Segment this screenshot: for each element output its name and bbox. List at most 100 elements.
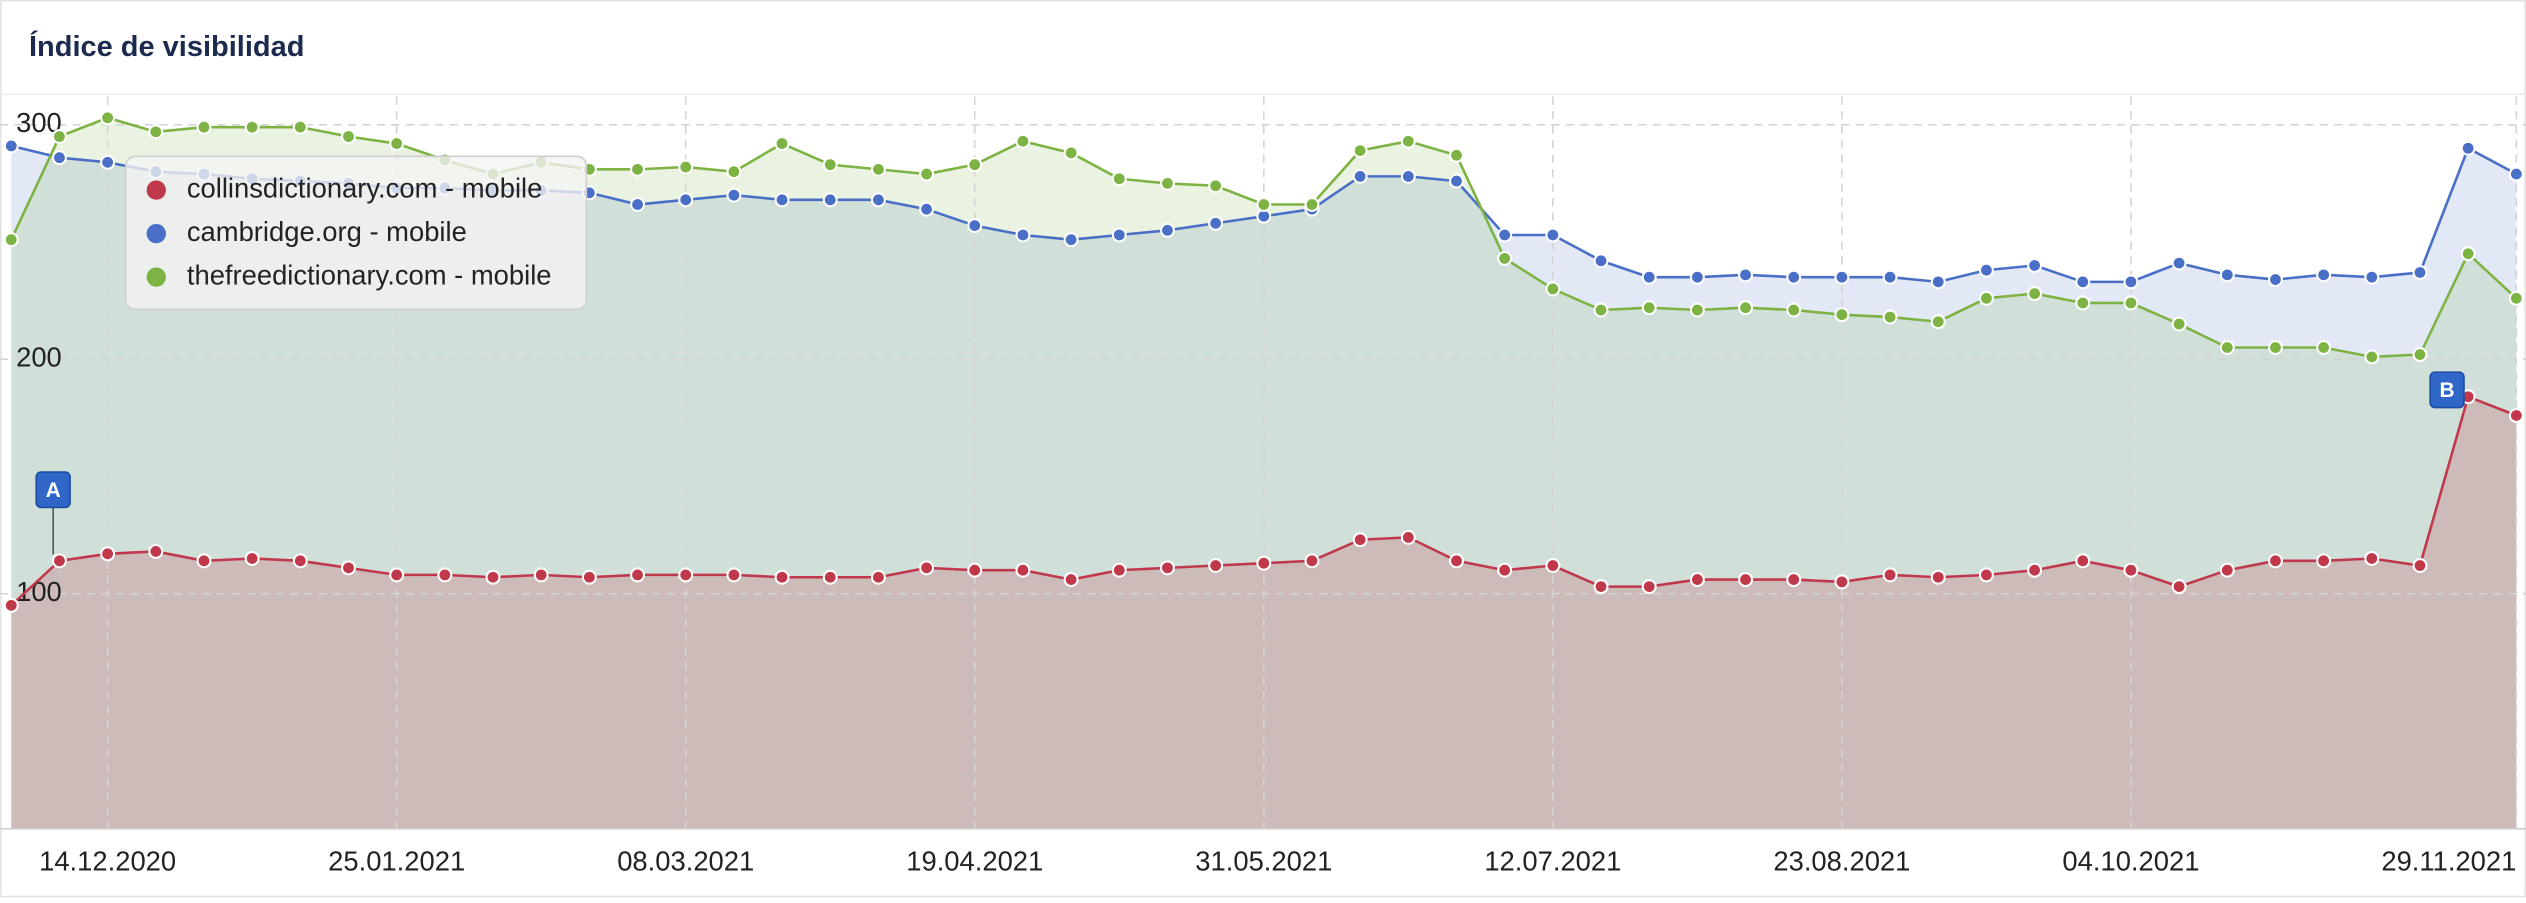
data-point <box>774 569 790 585</box>
data-point <box>967 218 983 234</box>
data-point <box>1786 269 1802 285</box>
data-point <box>1545 558 1561 574</box>
data-point <box>196 119 212 135</box>
data-point <box>1256 555 1272 571</box>
data-point <box>292 119 308 135</box>
data-point <box>2171 316 2187 332</box>
data-point <box>1256 197 1272 213</box>
data-point <box>919 560 935 576</box>
data-point <box>678 567 694 583</box>
data-point <box>2364 349 2380 365</box>
data-point <box>1449 147 1464 163</box>
legend-marker[interactable] <box>146 223 166 244</box>
data-point <box>1159 560 1175 576</box>
data-point <box>1930 274 1946 290</box>
legend-marker[interactable] <box>146 180 166 200</box>
data-point <box>2508 290 2524 306</box>
data-point <box>1304 553 1320 569</box>
data-point <box>2219 267 2235 283</box>
data-point <box>1063 232 1079 248</box>
data-point <box>2460 140 2476 156</box>
data-point <box>1738 572 1754 588</box>
legend-label[interactable]: thefreedictionary.com - mobile <box>187 259 552 290</box>
data-point <box>967 157 983 173</box>
chart-title: Índice de visibilidad <box>29 29 304 63</box>
data-point <box>2412 558 2428 574</box>
data-point <box>1882 269 1898 285</box>
data-point <box>1159 222 1175 238</box>
annotation-label: A <box>46 479 61 502</box>
data-point <box>1352 143 1368 159</box>
data-point <box>870 569 886 585</box>
x-tick-label: 08.03.2021 <box>617 846 754 877</box>
data-point <box>1497 562 1513 578</box>
data-point <box>1641 300 1657 316</box>
legend: collinsdictionary.com - mobile cambridge.… <box>124 155 588 311</box>
x-tick-label: 23.08.2021 <box>1773 846 1910 877</box>
data-point <box>1015 227 1031 243</box>
data-point <box>51 553 67 569</box>
data-point <box>1304 197 1320 213</box>
x-tick-label: 04.10.2021 <box>2062 846 2199 877</box>
data-point <box>2123 274 2139 290</box>
data-point <box>870 192 886 208</box>
data-point <box>2219 340 2235 355</box>
data-point <box>1641 579 1657 595</box>
data-point <box>726 164 742 180</box>
legend-label[interactable]: collinsdictionary.com - mobile <box>187 172 543 203</box>
x-tick-label: 12.07.2021 <box>1484 846 1621 877</box>
data-point <box>1208 558 1224 574</box>
data-point <box>1786 572 1802 588</box>
x-tick-label: 25.01.2021 <box>328 846 465 877</box>
data-point <box>533 567 549 583</box>
legend-marker[interactable] <box>146 267 166 287</box>
data-point <box>1111 227 1127 243</box>
annotation-label: B <box>2439 379 2454 402</box>
data-point <box>1593 253 1609 269</box>
data-point <box>389 136 405 152</box>
data-point <box>967 562 983 578</box>
data-point <box>1015 562 1031 578</box>
data-point <box>2412 265 2428 280</box>
data-point <box>1545 281 1561 297</box>
data-point <box>485 569 501 585</box>
data-point <box>292 553 308 569</box>
data-point <box>726 567 742 583</box>
data-point <box>2267 553 2283 569</box>
data-point <box>1400 168 1416 184</box>
data-point <box>1930 314 1946 330</box>
area <box>11 396 2517 829</box>
data-point <box>2316 267 2332 283</box>
data-point <box>1593 302 1609 318</box>
data-point <box>2027 257 2043 273</box>
data-point <box>2027 562 2043 578</box>
data-point <box>2075 274 2091 290</box>
data-point <box>2364 550 2380 566</box>
annotation-box <box>2429 371 2465 409</box>
data-point <box>2123 562 2139 578</box>
data-point <box>774 192 790 208</box>
area <box>11 117 2517 829</box>
data-point <box>2123 295 2139 311</box>
legend-label[interactable]: cambridge.org - mobile <box>187 216 467 247</box>
data-point <box>2508 166 2524 182</box>
data-point <box>919 201 935 217</box>
data-point <box>100 154 116 170</box>
data-point <box>148 124 164 140</box>
data-point <box>1786 302 1802 318</box>
data-point <box>389 567 405 583</box>
data-point <box>1978 262 1994 278</box>
data-point <box>2075 295 2091 311</box>
x-labels: 14.12.2020 25.01.2021 08.03.2021 19.04.2021… <box>39 846 2516 877</box>
data-point <box>3 138 19 154</box>
data-point <box>919 166 935 182</box>
annotations: AB <box>35 371 2465 555</box>
data-point <box>1882 567 1898 583</box>
data-point <box>1159 175 1175 191</box>
data-point <box>244 550 260 566</box>
data-point <box>1208 178 1224 194</box>
x-tick-label: 19.04.2021 <box>906 846 1043 877</box>
data-point <box>1882 309 1898 325</box>
data-point <box>1930 569 1946 585</box>
data-point <box>2316 340 2332 355</box>
